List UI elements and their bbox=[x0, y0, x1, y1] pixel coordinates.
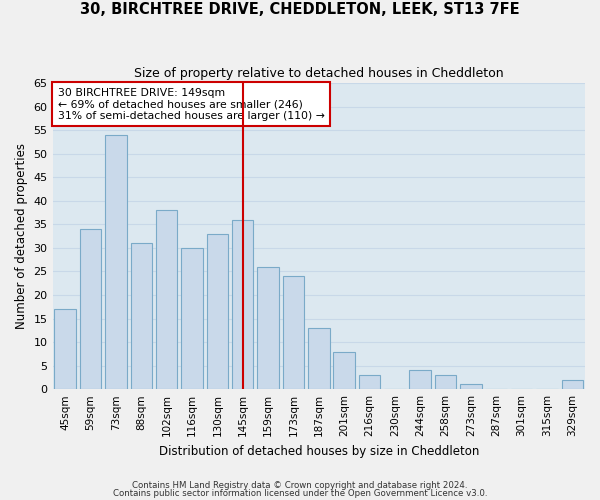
Bar bbox=[181, 248, 203, 389]
Bar bbox=[359, 375, 380, 389]
Bar bbox=[232, 220, 253, 389]
Bar bbox=[283, 276, 304, 389]
Bar bbox=[156, 210, 178, 389]
Bar bbox=[435, 375, 457, 389]
Bar bbox=[105, 135, 127, 389]
Bar bbox=[80, 229, 101, 389]
X-axis label: Distribution of detached houses by size in Cheddleton: Distribution of detached houses by size … bbox=[158, 444, 479, 458]
Bar bbox=[334, 352, 355, 389]
Text: Contains public sector information licensed under the Open Government Licence v3: Contains public sector information licen… bbox=[113, 488, 487, 498]
Title: Size of property relative to detached houses in Cheddleton: Size of property relative to detached ho… bbox=[134, 68, 503, 80]
Bar bbox=[562, 380, 583, 389]
Bar bbox=[206, 234, 228, 389]
Bar bbox=[308, 328, 329, 389]
Text: 30, BIRCHTREE DRIVE, CHEDDLETON, LEEK, ST13 7FE: 30, BIRCHTREE DRIVE, CHEDDLETON, LEEK, S… bbox=[80, 2, 520, 18]
Y-axis label: Number of detached properties: Number of detached properties bbox=[15, 143, 28, 329]
Bar bbox=[460, 384, 482, 389]
Bar bbox=[131, 243, 152, 389]
Bar bbox=[257, 266, 279, 389]
Bar bbox=[55, 309, 76, 389]
Text: 30 BIRCHTREE DRIVE: 149sqm
← 69% of detached houses are smaller (246)
31% of sem: 30 BIRCHTREE DRIVE: 149sqm ← 69% of deta… bbox=[58, 88, 325, 121]
Text: Contains HM Land Registry data © Crown copyright and database right 2024.: Contains HM Land Registry data © Crown c… bbox=[132, 481, 468, 490]
Bar bbox=[409, 370, 431, 389]
